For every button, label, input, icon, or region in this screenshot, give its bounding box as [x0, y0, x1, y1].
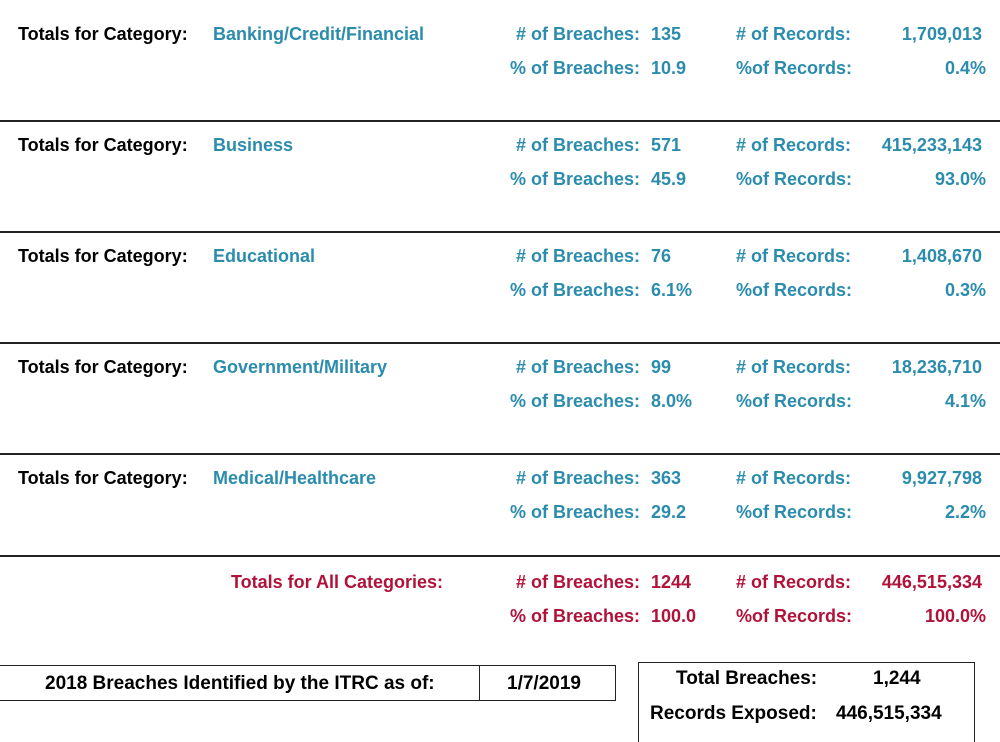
breaches-label: # of Breaches: [516, 357, 641, 377]
records-label: # of Records: [736, 135, 852, 155]
divider [0, 231, 1000, 233]
breaches-value: 76 [651, 246, 672, 266]
breaches-value: 363 [651, 468, 682, 488]
pct-records-label: %of Records: [736, 169, 853, 189]
pct-breaches-value: 45.9 [651, 169, 687, 189]
pct-records-value: 93.0% [934, 169, 986, 189]
records-value: 18,236,710 [891, 357, 982, 377]
all-pct-breaches-value: 100.0 [651, 606, 697, 626]
date-box [479, 665, 616, 701]
all-pct-breaches-label: % of Breaches: [510, 606, 641, 626]
breaches-label: # of Breaches: [516, 246, 641, 266]
records-label: # of Records: [736, 246, 852, 266]
category-label: Totals for Category: [18, 246, 188, 266]
all-breaches-value: 1244 [651, 572, 692, 592]
pct-records-value: 2.2% [944, 502, 986, 522]
divider [0, 555, 1000, 557]
all-records-value: 446,515,334 [881, 572, 982, 592]
records-label: # of Records: [736, 468, 852, 488]
date-value: 1/7/2019 [507, 673, 581, 694]
total-breaches-label: Total Breaches: [676, 668, 818, 689]
pct-breaches-label: % of Breaches: [510, 502, 641, 522]
pct-breaches-value: 6.1% [651, 280, 693, 300]
breaches-value: 571 [651, 135, 682, 155]
category-name: Educational [213, 246, 316, 266]
pct-breaches-label: % of Breaches: [510, 169, 641, 189]
pct-breaches-label: % of Breaches: [510, 280, 641, 300]
category-name: Government/Military [213, 357, 388, 377]
pct-records-label: %of Records: [736, 502, 853, 522]
records-label: # of Records: [736, 357, 852, 377]
records-exposed-label: Records Exposed: [650, 703, 817, 724]
category-name: Business [213, 135, 294, 155]
divider [0, 120, 1000, 122]
breaches-label: # of Breaches: [516, 24, 641, 44]
pct-records-value: 0.4% [944, 58, 986, 78]
identified-label: 2018 Breaches Identified by the ITRC as … [45, 673, 435, 694]
records-label: # of Records: [736, 24, 852, 44]
breaches-label: # of Breaches: [516, 135, 641, 155]
pct-records-label: %of Records: [736, 58, 853, 78]
category-label: Totals for Category: [18, 468, 188, 488]
category-label: Totals for Category: [18, 135, 188, 155]
records-exposed-value: 446,515,334 [836, 703, 942, 724]
pct-records-value: 4.1% [944, 391, 986, 411]
pct-records-label: %of Records: [736, 280, 853, 300]
records-value: 415,233,143 [881, 135, 982, 155]
category-name: Medical/Healthcare [213, 468, 377, 488]
pct-breaches-label: % of Breaches: [510, 391, 641, 411]
records-value: 9,927,798 [901, 468, 982, 488]
all-totals-label: Totals for All Categories: [231, 572, 444, 592]
breaches-value: 99 [651, 357, 672, 377]
pct-breaches-value: 29.2 [651, 502, 687, 522]
records-value: 1,408,670 [901, 246, 982, 266]
breaches-value: 135 [651, 24, 682, 44]
pct-records-label: %of Records: [736, 391, 853, 411]
pct-records-value: 0.3% [944, 280, 986, 300]
all-pct-records-label: %of Records: [736, 606, 853, 626]
divider [0, 342, 1000, 344]
pct-breaches-value: 10.9 [651, 58, 687, 78]
category-name: Banking/Credit/Financial [213, 24, 425, 44]
records-value: 1,709,013 [901, 24, 982, 44]
all-pct-records-value: 100.0% [924, 606, 986, 626]
category-label: Totals for Category: [18, 24, 188, 44]
divider [0, 453, 1000, 455]
pct-breaches-label: % of Breaches: [510, 58, 641, 78]
breaches-label: # of Breaches: [516, 468, 641, 488]
category-label: Totals for Category: [18, 357, 188, 377]
all-breaches-label: # of Breaches: [516, 572, 641, 592]
total-breaches-value: 1,244 [873, 668, 921, 689]
pct-breaches-value: 8.0% [651, 391, 693, 411]
summary-box [638, 662, 975, 742]
all-records-label: # of Records: [736, 572, 852, 592]
